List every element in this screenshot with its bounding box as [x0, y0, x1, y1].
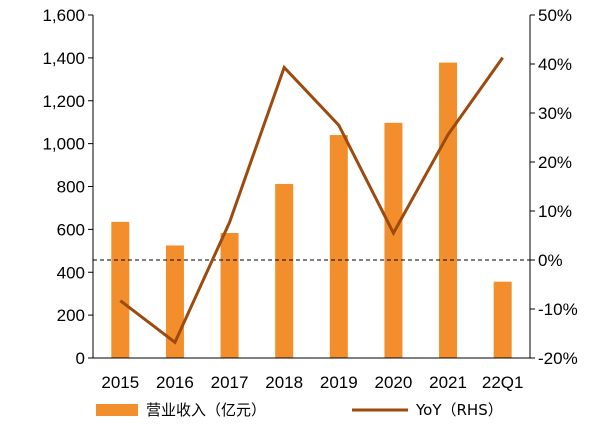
right-tick-label: -10%	[538, 300, 578, 319]
x-tick-label: 2015	[101, 373, 139, 392]
x-tick-label: 2018	[265, 373, 303, 392]
bar-2021	[439, 62, 458, 359]
legend: 营业收入（亿元） YoY（RHS）	[96, 401, 503, 419]
bar-22Q1	[493, 281, 512, 358]
x-axis-ticks: 2015 2016 2017 2018 2019 2020 2021 22Q1	[101, 373, 523, 392]
right-tick-label: -20%	[538, 349, 578, 368]
x-tick-label: 2019	[320, 373, 358, 392]
left-axis-ticks: 0 200 400 600 800 1,000 1,200 1,400 1,600	[42, 6, 93, 368]
bar-2020	[384, 122, 403, 358]
bar-2017	[220, 233, 239, 358]
bar-2018	[275, 183, 294, 358]
left-tick-label: 0	[76, 349, 85, 368]
yoy-line	[119, 56, 504, 345]
bar-2015	[111, 221, 130, 358]
axes	[92, 15, 531, 359]
bar-2019	[329, 135, 348, 358]
legend-bar-swatch	[96, 404, 138, 416]
right-tick-label: 10%	[538, 202, 572, 221]
left-tick-label: 400	[57, 263, 85, 282]
legend-line-label: YoY（RHS）	[415, 401, 503, 419]
legend-bar-label: 营业收入（亿元）	[146, 401, 266, 419]
left-tick-label: 800	[57, 178, 85, 197]
right-tick-label: 20%	[538, 153, 572, 172]
right-axis-ticks: -20% -10% 0% 10% 20% 30% 40% 50%	[530, 6, 578, 368]
left-tick-label: 1,200	[42, 92, 85, 111]
x-tick-label: 2021	[429, 373, 467, 392]
left-tick-label: 1,000	[42, 135, 85, 154]
x-tick-label: 2020	[375, 373, 413, 392]
left-tick-label: 1,600	[42, 6, 85, 25]
right-tick-label: 40%	[538, 55, 572, 74]
left-tick-label: 1,400	[42, 49, 85, 68]
left-tick-label: 200	[57, 306, 85, 325]
x-tick-label: 22Q1	[482, 373, 524, 392]
x-tick-label: 2016	[156, 373, 194, 392]
right-tick-label: 30%	[538, 104, 572, 123]
left-tick-label: 600	[57, 220, 85, 239]
x-tick-label: 2017	[211, 373, 249, 392]
right-tick-label: 0%	[538, 251, 563, 270]
bar-series	[111, 62, 512, 359]
right-tick-label: 50%	[538, 6, 572, 25]
